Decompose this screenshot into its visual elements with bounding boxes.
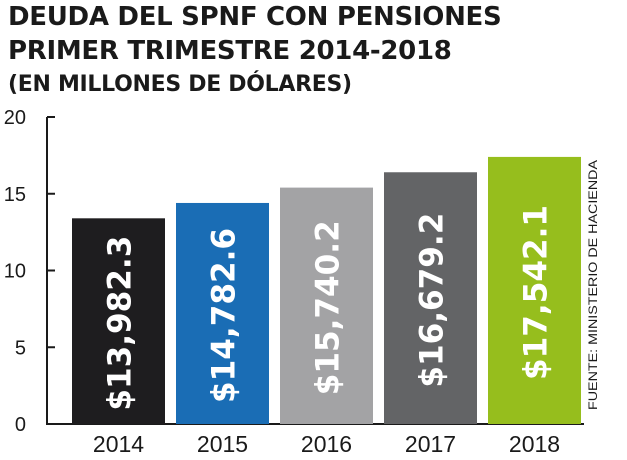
bar-2015 <box>176 202 269 424</box>
bar-value-label: $15,740.2 <box>309 220 347 395</box>
bar-2016 <box>280 187 373 424</box>
bar-value-label: $16,679.2 <box>413 213 451 388</box>
x-tick-label: 2014 <box>93 431 144 457</box>
bar-2017 <box>384 172 477 424</box>
y-tick-label: 5 <box>15 337 26 359</box>
x-tick-label: 2015 <box>197 431 248 457</box>
source-label: FUENTE: MINISTERIO DE HACIENDA <box>586 160 600 410</box>
bar-2018 <box>488 156 581 424</box>
bar-value-label: $17,542.1 <box>517 205 555 380</box>
x-tick-label: 2018 <box>509 431 560 457</box>
bar-value-label: $13,982.3 <box>101 236 139 411</box>
bar-value-label: $14,782.6 <box>205 228 243 403</box>
x-tick-label: 2016 <box>301 431 352 457</box>
x-tick-label: 2017 <box>405 431 456 457</box>
bar-2014 <box>72 218 165 424</box>
y-tick-label: 20 <box>4 107 26 129</box>
y-tick-label: 0 <box>15 414 26 436</box>
chart-title-line-3: (EN MILLONES DE DÓLARES) <box>8 72 352 97</box>
chart-title-line-2: PRIMER TRIMESTRE 2014-2018 <box>8 36 452 66</box>
y-tick-label: 10 <box>4 261 26 283</box>
y-tick-label: 15 <box>4 184 26 206</box>
chart-title-line-1: DEUDA DEL SPNF CON PENSIONES <box>8 2 502 32</box>
